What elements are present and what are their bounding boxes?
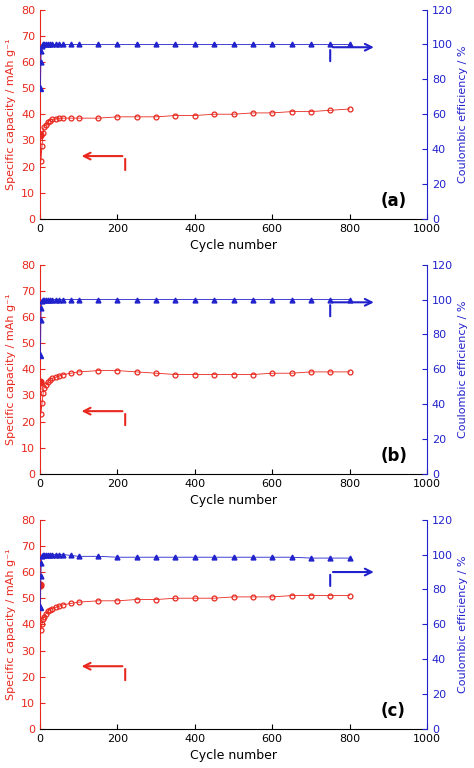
X-axis label: Cycle number: Cycle number <box>190 750 277 763</box>
Text: (c): (c) <box>381 703 405 720</box>
Y-axis label: Coulombic efficiency / %: Coulombic efficiency / % <box>458 300 468 438</box>
Text: (a): (a) <box>381 192 407 210</box>
X-axis label: Cycle number: Cycle number <box>190 240 277 253</box>
Y-axis label: Specific capacity / mAh g⁻¹: Specific capacity / mAh g⁻¹ <box>6 38 16 190</box>
Y-axis label: Coulombic efficiency / %: Coulombic efficiency / % <box>458 45 468 183</box>
X-axis label: Cycle number: Cycle number <box>190 495 277 508</box>
Y-axis label: Specific capacity / mAh g⁻¹: Specific capacity / mAh g⁻¹ <box>6 293 16 445</box>
Y-axis label: Coulombic efficiency / %: Coulombic efficiency / % <box>458 555 468 693</box>
Y-axis label: Specific capacity / mAh g⁻¹: Specific capacity / mAh g⁻¹ <box>6 548 16 700</box>
Text: (b): (b) <box>381 448 407 465</box>
